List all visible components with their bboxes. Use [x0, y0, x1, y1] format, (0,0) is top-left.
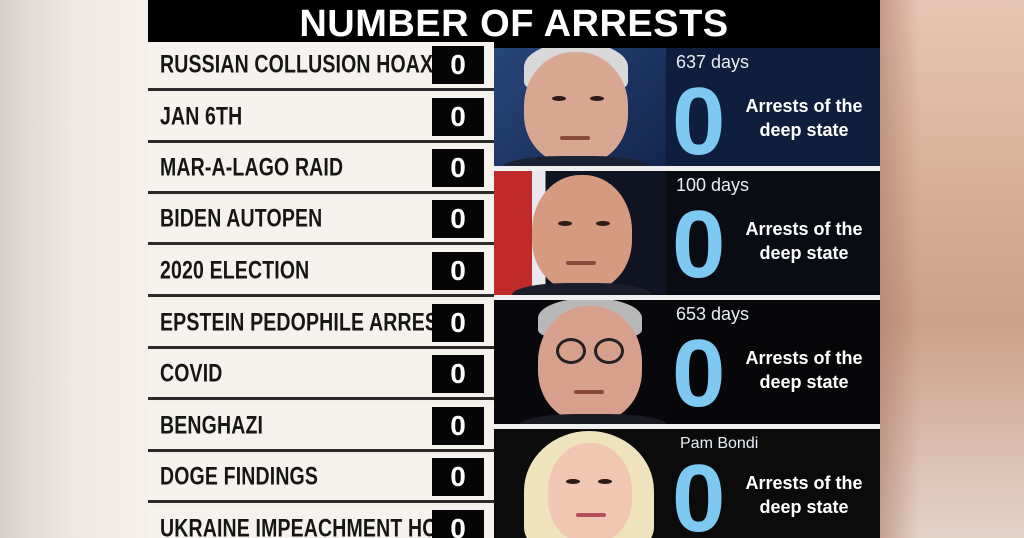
arrest-count: 0 — [432, 304, 484, 342]
list-item: MAR-A-LAGO RAID 0 — [148, 145, 494, 194]
list-item: EPSTEIN PEDOPHILE ARRESTS 0 — [148, 300, 494, 349]
days-label: 653 days — [676, 304, 750, 324]
row-label: BENGHAZI — [160, 411, 264, 440]
list-item: JAN 6TH 0 — [148, 94, 494, 143]
zero-arrests-number: 0 — [672, 68, 726, 167]
row-label: 2020 ELECTION — [160, 256, 310, 285]
list-item: 2020 ELECTION 0 — [148, 248, 494, 297]
arrests-caption: Arrests of the deep state — [745, 219, 863, 263]
arrest-count: 0 — [432, 46, 484, 84]
row-label: DOGE FINDINGS — [160, 462, 319, 491]
row-label: COVID — [160, 359, 223, 388]
arrest-count: 0 — [432, 252, 484, 290]
row-label: UKRAINE IMPEACHMENT HOAX — [160, 514, 465, 538]
list-item: BENGHAZI 0 — [148, 403, 494, 452]
row-label: BIDEN AUTOPEN — [160, 204, 323, 233]
official-panel: 637 days 0 Arrests of the deep state — [494, 48, 880, 166]
list-item: RUSSIAN COLLUSION HOAX 0 — [148, 42, 494, 91]
portrait-blonde-woman — [494, 429, 666, 538]
arrests-caption: Arrests of the deep state — [745, 348, 863, 392]
list-item: DOGE FINDINGS 0 — [148, 454, 494, 503]
days-label: 100 days — [676, 175, 750, 195]
official-panel: 653 days 0 Arrests of the deep state — [494, 300, 880, 424]
row-label: JAN 6TH — [160, 102, 243, 131]
right-blurred-background — [880, 0, 1024, 538]
title-bar: NUMBER OF ARRESTS — [148, 0, 880, 48]
arrest-count: 0 — [432, 510, 484, 538]
portrait-white-haired-man — [494, 48, 666, 166]
zero-arrests-number: 0 — [672, 191, 726, 295]
zero-arrests-number: 0 — [672, 320, 726, 424]
arrest-count: 0 — [432, 458, 484, 496]
row-label: EPSTEIN PEDOPHILE ARRESTS — [160, 308, 464, 337]
arrests-caption: Arrests of the deep state — [745, 96, 863, 140]
arrest-count: 0 — [432, 407, 484, 445]
zero-arrests-number: 0 — [672, 445, 726, 538]
panel-divider — [494, 166, 880, 171]
arrest-count: 0 — [432, 98, 484, 136]
arrest-count: 0 — [432, 149, 484, 187]
name-label: Pam Bondi — [680, 435, 759, 452]
portrait-man-with-glasses — [494, 300, 666, 424]
portrait-bald-man — [494, 171, 666, 295]
arrests-graphic: NUMBER OF ARRESTS RUSSIAN COLLUSION HOAX… — [148, 0, 880, 538]
official-panels: 637 days 0 Arrests of the deep state 100… — [494, 48, 880, 538]
days-label: 637 days — [676, 52, 750, 72]
arrest-count: 0 — [432, 200, 484, 238]
panel-divider — [494, 424, 880, 429]
list-item: UKRAINE IMPEACHMENT HOAX 0 — [148, 506, 494, 538]
arrests-list: RUSSIAN COLLUSION HOAX 0 JAN 6TH 0 MAR-A… — [148, 42, 494, 538]
official-panel: 100 days 0 Arrests of the deep state — [494, 171, 880, 295]
page-title: NUMBER OF ARRESTS — [299, 2, 729, 45]
official-panel: Pam Bondi 0 Arrests of the deep state — [494, 429, 880, 538]
row-label: MAR-A-LAGO RAID — [160, 153, 344, 182]
list-item: BIDEN AUTOPEN 0 — [148, 196, 494, 245]
arrests-caption: Arrests of the deep state — [745, 473, 863, 517]
left-blurred-background — [0, 0, 148, 538]
arrest-count: 0 — [432, 355, 484, 393]
row-label: RUSSIAN COLLUSION HOAX — [160, 50, 434, 79]
list-item: COVID 0 — [148, 351, 494, 400]
panel-divider — [494, 295, 880, 300]
